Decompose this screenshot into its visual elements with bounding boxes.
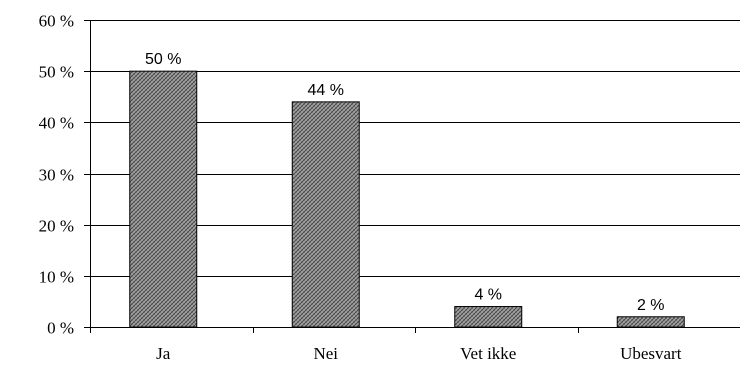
- labels: 0 % 10 % 20 % 30 % 40 % 50 % 60 % 50 % Ja 44 % Nei…: [39, 12, 682, 364]
- data-label: 44 %: [308, 82, 344, 99]
- y-tick-label: 10 %: [39, 268, 74, 287]
- bar-nei: [291, 101, 360, 328]
- bars: [129, 70, 685, 328]
- x-category-label: Nei: [313, 344, 338, 363]
- y-tick-label: 30 %: [39, 166, 74, 185]
- data-label: 4 %: [474, 287, 502, 304]
- x-category-label: Ubesvart: [620, 344, 682, 363]
- bar-ubesvart: [616, 316, 685, 328]
- gridlines: [90, 20, 740, 277]
- bar-vet-ikke: [454, 306, 523, 328]
- x-category-label: Vet ikke: [460, 344, 516, 363]
- y-tick-label: 60 %: [39, 12, 74, 31]
- y-tick-label: 40 %: [39, 114, 74, 133]
- y-tick-label: 20 %: [39, 217, 74, 236]
- data-label: 50 %: [145, 51, 181, 68]
- axes: [84, 20, 740, 333]
- x-category-label: Ja: [156, 344, 171, 363]
- bar-ja: [129, 70, 198, 328]
- y-tick-label: 50 %: [39, 63, 74, 82]
- data-label: 2 %: [637, 297, 665, 314]
- y-tick-label: 0 %: [47, 319, 74, 338]
